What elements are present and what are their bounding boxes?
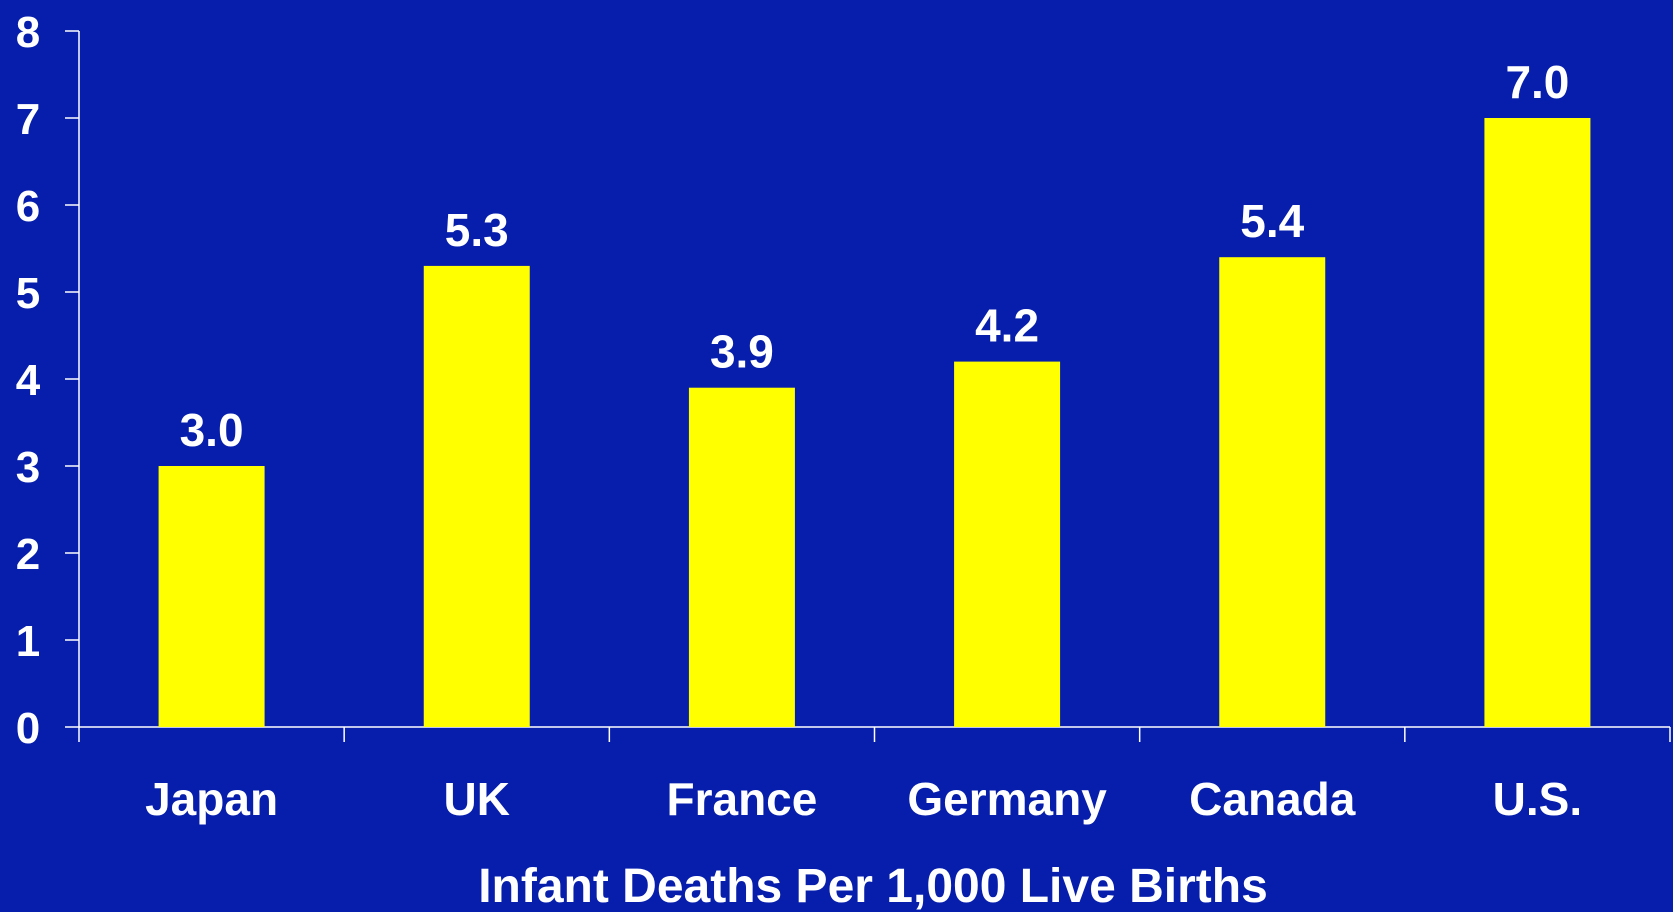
category-labels: Japan UK France Germany Canada U.S. [145, 773, 1582, 825]
y-tick-label: 4 [16, 356, 41, 405]
x-tick-label: UK [444, 773, 510, 825]
y-axis: 0 1 2 3 4 5 6 7 8 [16, 8, 80, 753]
bar [423, 265, 530, 727]
y-tick-label: 8 [16, 8, 40, 57]
data-label: 5.4 [1240, 195, 1304, 247]
y-tick-label: 6 [16, 182, 40, 231]
bar [688, 387, 795, 727]
bar [1484, 118, 1591, 727]
x-tick-label: U.S. [1493, 773, 1582, 825]
x-tick-label: Germany [907, 773, 1107, 825]
y-tick-label: 5 [16, 269, 40, 318]
x-tick-label: Japan [145, 773, 278, 825]
data-label: 4.2 [975, 300, 1039, 352]
y-tick-label: 0 [16, 704, 40, 753]
x-axis-title: Infant Deaths Per 1,000 Live Births [478, 860, 1268, 912]
x-tick-label: France [666, 773, 817, 825]
y-tick-label: 3 [16, 443, 40, 492]
x-axis [78, 726, 1671, 742]
x-tick-label: Canada [1189, 773, 1356, 825]
y-tick-label: 1 [16, 617, 40, 666]
data-label: 3.0 [180, 404, 244, 456]
value-labels: 3.0 5.3 3.9 4.2 5.4 7.0 [180, 56, 1570, 456]
bar [158, 466, 265, 727]
bars [158, 118, 1591, 727]
data-label: 5.3 [445, 204, 509, 256]
bar [1219, 257, 1326, 727]
y-tick-label: 2 [16, 530, 40, 579]
data-label: 7.0 [1505, 56, 1569, 108]
bar [954, 361, 1061, 727]
y-tick-label: 7 [16, 95, 40, 144]
data-label: 3.9 [710, 326, 774, 378]
